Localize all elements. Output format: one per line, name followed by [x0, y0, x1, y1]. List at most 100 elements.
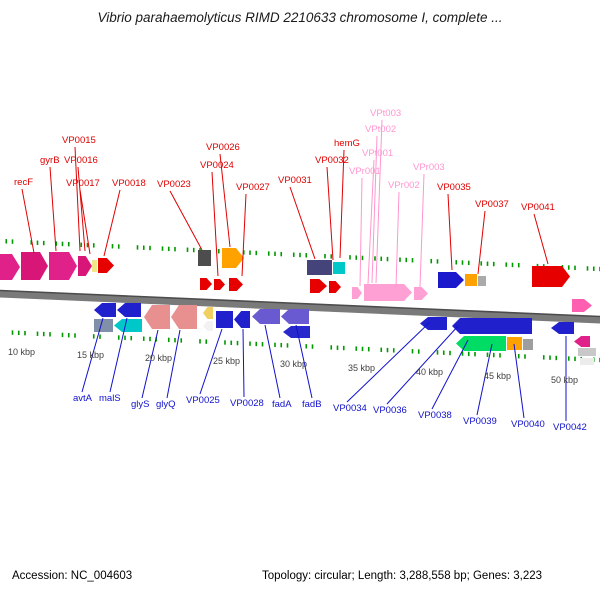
gene-feature[interactable] [333, 262, 345, 274]
gene-label[interactable]: VP0026 [206, 142, 240, 153]
gene-feature[interactable] [456, 336, 506, 351]
gene-label[interactable]: VP0017 [66, 178, 100, 189]
gene-label[interactable]: VP0024 [200, 160, 234, 171]
minor-tick [586, 266, 589, 271]
gene-feature[interactable] [203, 307, 213, 319]
gene-feature[interactable] [572, 299, 592, 312]
gene-feature[interactable] [0, 254, 20, 280]
gene-feature[interactable] [198, 250, 211, 266]
gene-feature[interactable] [92, 260, 97, 272]
gene-label[interactable]: VP0036 [373, 405, 407, 416]
gene-feature[interactable] [171, 305, 197, 329]
gene-feature[interactable] [578, 348, 596, 356]
gene-feature[interactable] [281, 309, 309, 324]
leader-line [447, 193, 453, 271]
gene-label[interactable]: glyQ [156, 399, 176, 410]
gene-label[interactable]: VPr003 [413, 162, 445, 173]
minor-tick [92, 334, 95, 339]
gene-label[interactable]: VP0034 [333, 403, 367, 414]
gene-feature[interactable] [438, 272, 464, 288]
gene-label[interactable]: malS [99, 393, 121, 404]
minor-tick [411, 258, 414, 263]
leader-line [339, 149, 345, 259]
minor-tick [299, 252, 301, 258]
gene-feature[interactable] [352, 287, 362, 299]
gene-label[interactable]: VP0032 [315, 155, 349, 166]
gene-label[interactable]: VPr002 [388, 180, 420, 191]
leader-line [264, 324, 281, 399]
gene-label[interactable]: gyrB [40, 155, 60, 166]
gene-label[interactable]: VP0040 [511, 419, 545, 430]
gene-feature[interactable] [283, 326, 310, 338]
gene-label[interactable]: VP0025 [186, 395, 220, 406]
leader-line [241, 193, 247, 277]
gene-label[interactable]: VP0031 [278, 175, 312, 186]
gene-label[interactable]: VPt003 [370, 108, 401, 119]
gene-feature[interactable] [465, 274, 477, 286]
gene-feature[interactable] [114, 319, 142, 332]
gene-label[interactable]: VPt001 [362, 148, 393, 159]
gene-feature[interactable] [234, 311, 250, 328]
gene-label[interactable]: VP0016 [64, 155, 98, 166]
gene-label[interactable]: VP0042 [553, 422, 587, 433]
gene-feature[interactable] [364, 284, 412, 301]
gene-label[interactable]: fadA [272, 399, 292, 410]
gene-feature[interactable] [222, 248, 244, 268]
minor-tick [80, 242, 83, 247]
gene-feature[interactable] [94, 319, 113, 332]
leader-line [199, 328, 223, 395]
gene-label[interactable]: VPt002 [365, 124, 396, 135]
gene-label[interactable]: VP0028 [230, 398, 264, 409]
gene-feature[interactable] [229, 278, 243, 291]
gene-label[interactable]: VP0038 [418, 410, 452, 421]
gene-label[interactable]: VP0037 [475, 199, 509, 210]
gene-feature[interactable] [532, 266, 570, 287]
gene-label[interactable]: fadB [302, 399, 322, 410]
gene-feature[interactable] [580, 358, 594, 365]
gene-label[interactable]: recF [14, 177, 33, 188]
gene-feature[interactable] [523, 339, 533, 350]
gene-label[interactable]: VP0039 [463, 416, 497, 427]
gene-feature[interactable] [310, 279, 327, 293]
gene-feature[interactable] [307, 260, 332, 275]
gene-feature[interactable] [478, 276, 486, 286]
minor-tick [111, 244, 114, 249]
gene-label[interactable]: glyS [131, 399, 149, 410]
gene-feature[interactable] [214, 279, 225, 290]
gene-feature[interactable] [203, 321, 213, 331]
minor-tick [24, 330, 26, 336]
gene-feature[interactable] [94, 303, 116, 317]
gene-label[interactable]: avtA [73, 393, 93, 404]
gene-feature[interactable] [329, 281, 341, 293]
gene-label[interactable]: VPr001 [349, 166, 381, 177]
minor-tick [499, 353, 501, 358]
gene-label[interactable]: VP0015 [62, 135, 96, 146]
gene-feature[interactable] [420, 317, 447, 330]
gene-label[interactable]: VP0027 [236, 182, 270, 193]
gene-feature[interactable] [574, 336, 590, 347]
gene-feature[interactable] [452, 318, 532, 334]
gene-feature[interactable] [551, 322, 574, 334]
gene-label[interactable]: VP0018 [112, 178, 146, 189]
gene-feature[interactable] [507, 337, 522, 350]
gene-feature[interactable] [21, 252, 48, 280]
gene-feature[interactable] [49, 252, 77, 280]
scale-label: 45 kbp [484, 371, 511, 381]
gene-feature[interactable] [200, 278, 212, 290]
scale-label: 15 kbp [77, 350, 104, 360]
gene-feature[interactable] [144, 305, 170, 329]
gene-feature[interactable] [98, 258, 114, 273]
gene-feature[interactable] [414, 287, 428, 300]
gene-feature[interactable] [78, 256, 92, 276]
gene-feature[interactable] [117, 303, 141, 317]
minor-tick [261, 342, 264, 347]
gene-label[interactable]: VP0035 [437, 182, 471, 193]
minor-tick [255, 250, 258, 256]
minor-tick [286, 343, 289, 348]
gene-label[interactable]: hemG [334, 138, 360, 149]
gene-label[interactable]: VP0041 [521, 202, 555, 213]
gene-feature[interactable] [216, 311, 233, 328]
gene-feature[interactable] [252, 309, 280, 324]
gene-label[interactable]: VP0023 [157, 179, 191, 190]
